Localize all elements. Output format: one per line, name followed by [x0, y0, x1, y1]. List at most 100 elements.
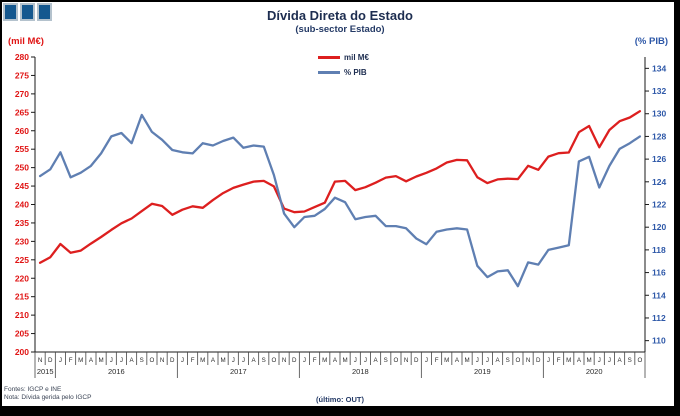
svg-text:122: 122 — [652, 200, 666, 210]
svg-text:110: 110 — [652, 336, 666, 346]
svg-text:A: A — [211, 357, 216, 364]
svg-text:S: S — [140, 357, 144, 364]
svg-text:M: M — [444, 357, 449, 364]
svg-text:N: N — [404, 357, 408, 364]
svg-text:260: 260 — [15, 126, 29, 136]
svg-text:A: A — [252, 357, 257, 364]
logo-square-3 — [37, 3, 52, 21]
legend-label-pib: % PIB — [344, 68, 367, 77]
svg-text:N: N — [282, 357, 286, 364]
svg-text:D: D — [414, 357, 419, 364]
svg-text:A: A — [618, 357, 623, 364]
svg-text:D: D — [170, 357, 175, 364]
svg-text:255: 255 — [15, 144, 29, 154]
svg-text:2020: 2020 — [586, 367, 603, 376]
svg-text:D: D — [536, 357, 541, 364]
svg-text:J: J — [598, 357, 601, 364]
svg-text:A: A — [496, 357, 501, 364]
svg-text:230: 230 — [15, 236, 29, 246]
svg-text:120: 120 — [652, 222, 666, 232]
axes — [34, 57, 646, 353]
svg-text:210: 210 — [15, 310, 29, 320]
svg-text:235: 235 — [15, 218, 29, 228]
legend-item-pib: % PIB — [318, 65, 369, 80]
svg-text:J: J — [608, 357, 611, 364]
svg-text:116: 116 — [652, 268, 666, 278]
svg-text:225: 225 — [15, 255, 29, 265]
svg-text:J: J — [110, 357, 113, 364]
svg-text:A: A — [130, 357, 135, 364]
right-axis-ticks: 134 132 130 128 126 124 122 120 118 116 114 112 110 — [645, 63, 666, 346]
chart-title: Dívida Direta do Estado — [267, 8, 413, 23]
svg-text:2015: 2015 — [37, 367, 54, 376]
svg-text:F: F — [69, 357, 73, 364]
logo-square-1 — [3, 3, 18, 21]
svg-text:270: 270 — [15, 89, 29, 99]
svg-text:M: M — [343, 357, 348, 364]
svg-text:240: 240 — [15, 200, 29, 210]
right-axis-unit-label: (% PIB) — [634, 36, 668, 47]
svg-text:205: 205 — [15, 329, 29, 339]
svg-text:O: O — [638, 357, 643, 364]
chart-subtitle: (sub-sector Estado) — [295, 24, 385, 35]
svg-text:134: 134 — [652, 63, 666, 73]
svg-text:A: A — [374, 357, 379, 364]
svg-text:2016: 2016 — [108, 367, 125, 376]
svg-text:J: J — [476, 357, 479, 364]
logo-square-2 — [20, 3, 35, 21]
svg-text:124: 124 — [652, 177, 666, 187]
source-text: Fontes: IGCP e INE — [4, 386, 62, 393]
svg-text:118: 118 — [652, 245, 666, 255]
svg-text:M: M — [465, 357, 470, 364]
svg-text:132: 132 — [652, 86, 666, 96]
svg-text:J: J — [59, 357, 62, 364]
svg-text:F: F — [435, 357, 439, 364]
svg-text:J: J — [354, 357, 357, 364]
svg-text:S: S — [384, 357, 388, 364]
svg-text:245: 245 — [15, 181, 29, 191]
svg-text:A: A — [89, 357, 94, 364]
svg-text:215: 215 — [15, 292, 29, 302]
svg-text:N: N — [160, 357, 164, 364]
svg-text:O: O — [150, 357, 155, 364]
legend: mil M€ % PIB — [318, 50, 369, 80]
note-text: Nota: Dívida gerida pelo IGCP — [4, 394, 92, 401]
legend-label-mil-me: mil M€ — [344, 53, 369, 62]
mil-me-line-swatch — [318, 56, 340, 59]
svg-text:2018: 2018 — [352, 367, 369, 376]
svg-text:2019: 2019 — [474, 367, 491, 376]
svg-text:F: F — [313, 357, 317, 364]
svg-text:275: 275 — [15, 70, 29, 80]
svg-text:S: S — [506, 357, 510, 364]
svg-text:A: A — [455, 357, 460, 364]
x-axis-year-labels: 2015 2016 2017 2018 2019 2020 — [37, 367, 603, 376]
svg-text:A: A — [577, 357, 582, 364]
mil-me-line — [38, 110, 642, 264]
svg-text:S: S — [262, 357, 266, 364]
svg-text:J: J — [425, 357, 428, 364]
svg-text:S: S — [628, 357, 632, 364]
pib-line-swatch — [318, 71, 340, 74]
svg-text:F: F — [191, 357, 195, 364]
svg-text:114: 114 — [652, 290, 666, 300]
svg-text:200: 200 — [15, 347, 29, 357]
pib-line — [38, 113, 642, 288]
svg-text:D: D — [292, 357, 297, 364]
svg-text:J: J — [242, 357, 245, 364]
svg-text:M: M — [566, 357, 571, 364]
svg-text:O: O — [516, 357, 521, 364]
svg-text:N: N — [526, 357, 530, 364]
svg-text:N: N — [38, 357, 42, 364]
chart-background-panel — [2, 2, 674, 406]
svg-text:J: J — [364, 357, 367, 364]
svg-text:2017: 2017 — [230, 367, 247, 376]
svg-text:A: A — [333, 357, 338, 364]
svg-text:J: J — [486, 357, 489, 364]
svg-text:M: M — [322, 357, 327, 364]
svg-text:O: O — [394, 357, 399, 364]
svg-text:J: J — [232, 357, 235, 364]
logo-squares — [3, 3, 52, 21]
svg-text:J: J — [303, 357, 306, 364]
svg-text:112: 112 — [652, 313, 666, 323]
